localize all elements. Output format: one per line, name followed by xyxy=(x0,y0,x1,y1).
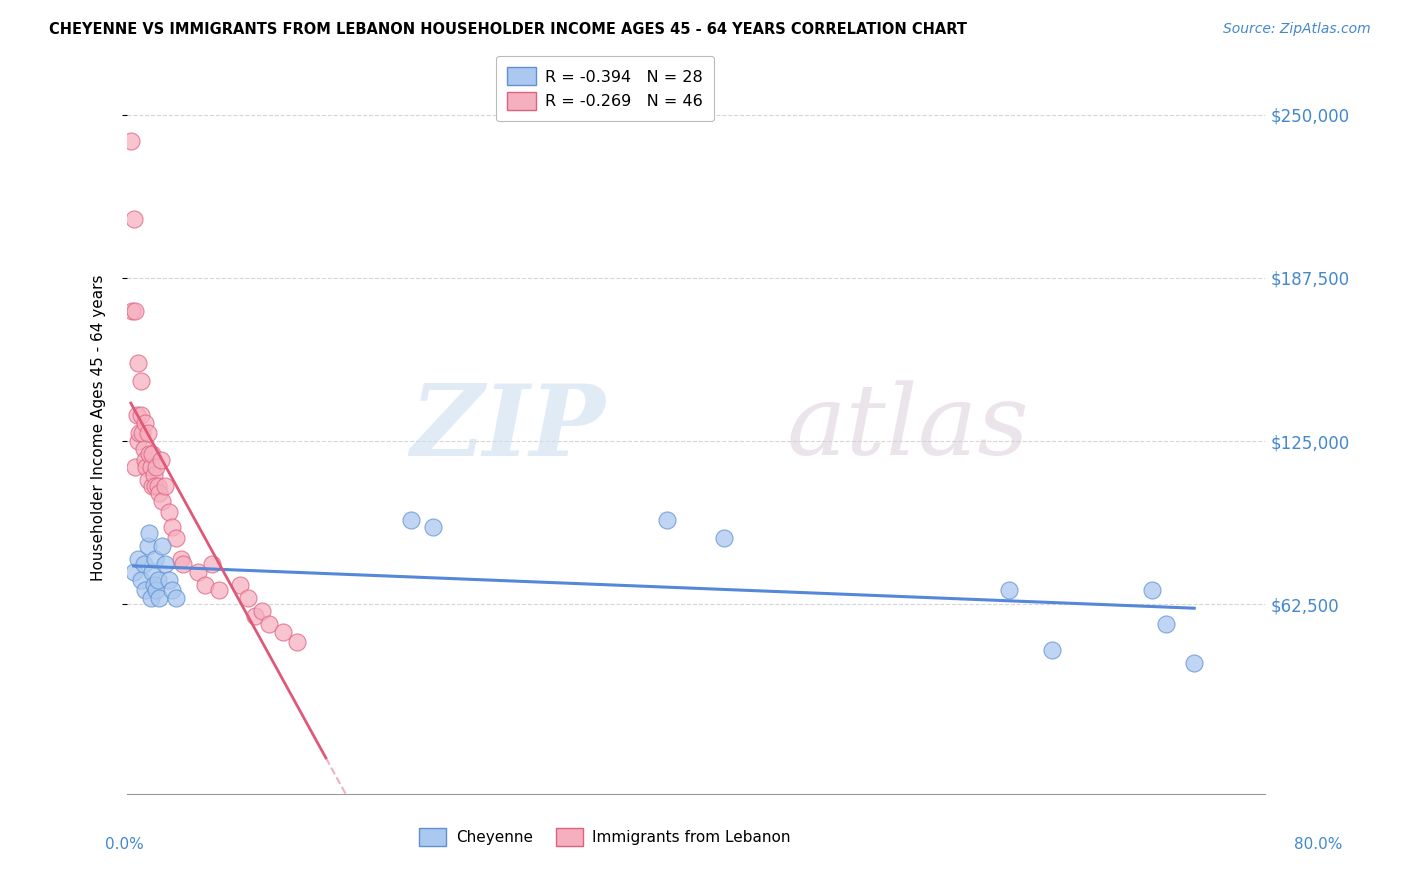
Point xyxy=(208,583,231,598)
Point xyxy=(142,468,165,483)
Point xyxy=(236,591,259,605)
Text: 0.0%: 0.0% xyxy=(105,838,145,852)
Point xyxy=(165,531,187,545)
Point xyxy=(145,460,167,475)
Point xyxy=(1140,583,1163,598)
Point xyxy=(132,442,155,456)
Point xyxy=(129,408,152,422)
Point xyxy=(134,583,156,598)
Point xyxy=(136,426,159,441)
Point xyxy=(160,583,183,598)
Point xyxy=(121,303,143,318)
Point xyxy=(165,591,187,605)
Legend: Cheyenne, Immigrants from Lebanon: Cheyenne, Immigrants from Lebanon xyxy=(413,822,797,852)
Point xyxy=(257,617,280,632)
Point xyxy=(143,478,166,492)
Point xyxy=(127,551,149,566)
Point xyxy=(1182,657,1205,671)
Point xyxy=(146,573,169,587)
Text: 80.0%: 80.0% xyxy=(1295,838,1343,852)
Point xyxy=(160,520,183,534)
Point xyxy=(129,573,152,587)
Point xyxy=(201,557,224,571)
Text: ZIP: ZIP xyxy=(411,380,605,476)
Text: CHEYENNE VS IMMIGRANTS FROM LEBANON HOUSEHOLDER INCOME AGES 45 - 64 YEARS CORREL: CHEYENNE VS IMMIGRANTS FROM LEBANON HOUS… xyxy=(49,22,967,37)
Point xyxy=(401,512,423,526)
Text: atlas: atlas xyxy=(787,381,1029,475)
Point xyxy=(146,478,169,492)
Point xyxy=(134,416,156,430)
Point xyxy=(271,624,294,639)
Point xyxy=(122,565,145,579)
Point xyxy=(142,578,165,592)
Point xyxy=(187,565,209,579)
Point xyxy=(998,583,1021,598)
Point xyxy=(148,591,170,605)
Point xyxy=(131,426,153,441)
Point xyxy=(194,578,217,592)
Point xyxy=(127,434,149,449)
Point xyxy=(141,478,163,492)
Point xyxy=(120,134,142,148)
Point xyxy=(157,573,180,587)
Point xyxy=(136,539,159,553)
Point xyxy=(1154,617,1177,632)
Point xyxy=(148,486,170,500)
Point xyxy=(138,525,160,540)
Point xyxy=(1040,643,1063,657)
Point xyxy=(128,426,150,441)
Point xyxy=(129,374,152,388)
Point xyxy=(124,303,146,318)
Point xyxy=(138,447,160,461)
Point xyxy=(139,460,162,475)
Point xyxy=(422,520,444,534)
Point xyxy=(122,212,145,227)
Point xyxy=(135,460,157,475)
Y-axis label: Householder Income Ages 45 - 64 years: Householder Income Ages 45 - 64 years xyxy=(91,275,105,582)
Point xyxy=(139,591,162,605)
Point xyxy=(150,539,173,553)
Point xyxy=(125,408,148,422)
Point xyxy=(141,447,163,461)
Point xyxy=(229,578,252,592)
Point xyxy=(132,557,155,571)
Point xyxy=(153,557,176,571)
Text: Source: ZipAtlas.com: Source: ZipAtlas.com xyxy=(1223,22,1371,37)
Point xyxy=(149,452,172,467)
Point xyxy=(250,604,273,618)
Point xyxy=(153,478,176,492)
Point xyxy=(169,551,191,566)
Point xyxy=(243,609,266,624)
Point xyxy=(287,635,309,649)
Point xyxy=(124,460,146,475)
Point xyxy=(136,474,159,488)
Point xyxy=(150,494,173,508)
Point xyxy=(657,512,679,526)
Point xyxy=(143,551,166,566)
Point xyxy=(713,531,735,545)
Point xyxy=(134,452,156,467)
Point xyxy=(141,565,163,579)
Point xyxy=(172,557,194,571)
Point xyxy=(145,583,167,598)
Point xyxy=(157,505,180,519)
Point xyxy=(127,356,149,370)
